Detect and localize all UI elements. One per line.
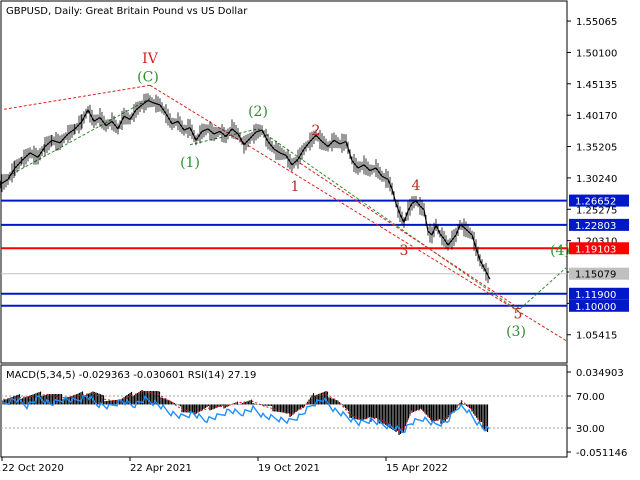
trend-line-lower-red — [149, 84, 567, 341]
level-label-box — [569, 242, 629, 255]
wave-label: (4) — [550, 243, 570, 259]
wave-label: 1 — [291, 179, 300, 195]
wave-label: 2 — [312, 123, 321, 139]
level-label-box — [569, 267, 629, 280]
level-label: 1.19103 — [575, 244, 616, 255]
x-tick-label: 15 Apr 2022 — [386, 463, 448, 474]
y-tick-label: 1.35205 — [576, 143, 617, 154]
level-label-box — [569, 194, 629, 207]
trend-line-green-b — [189, 128, 259, 146]
x-axis: 22 Oct 2020 22 Apr 2021 19 Oct 2021 15 Apr … — [1, 457, 448, 474]
y-tick-label: 1.25275 — [576, 205, 617, 216]
trend-lines — [3, 84, 567, 341]
y-tick-label: 1.30240 — [576, 174, 617, 185]
trend-line-green-a — [7, 98, 151, 177]
y-tick-label: 1.20310 — [576, 237, 617, 248]
macd-signal-line — [2, 390, 489, 432]
y-tick-label: 1.05415 — [576, 331, 617, 342]
level-label: 1.26652 — [575, 197, 616, 208]
indicator-series — [1, 390, 567, 436]
chart-title: GBPUSD, Daily: Great Britain Pound vs US… — [6, 6, 248, 17]
y-tick-label: 1.50100 — [576, 48, 617, 59]
level-label-box — [569, 287, 629, 300]
indicator-tick-label: 70.00 — [576, 392, 605, 403]
rsi-line — [2, 394, 490, 434]
wave-label: 3 — [400, 243, 409, 259]
wave-label: (2) — [248, 104, 268, 120]
indicator-tick-label: 30.00 — [576, 424, 605, 435]
indicator-title: MACD(5,34,5) -0.029363 -0.030601 RSI(14)… — [6, 370, 256, 381]
wave-label: (C) — [137, 69, 159, 85]
horizontal-levels: 1.26652 1.22803 1.19103 1.15079 1.119001.100… — [1, 194, 629, 313]
y-tick-label: 1.55065 — [576, 17, 617, 28]
level-label-box — [569, 299, 629, 312]
level-label: 1.15079 — [575, 270, 616, 281]
y-tick-label: 1.45135 — [576, 80, 617, 91]
price-series — [0, 93, 491, 284]
y-tick-label: 1.40170 — [576, 111, 617, 122]
indicator-axis: 0.034903 70.00 30.00 -0.051146 — [567, 368, 627, 459]
wave-label: (3) — [506, 324, 526, 340]
level-label: 1.11900 — [575, 290, 616, 301]
level-label: 1.22803 — [575, 221, 616, 232]
indicator-tick-label: 0.034903 — [576, 368, 624, 379]
wave-label: IV — [142, 51, 159, 67]
level-label: 1.10000 — [575, 302, 616, 313]
indicator-tick-label: -0.051146 — [576, 448, 627, 459]
price-panel — [0, 0, 568, 364]
x-tick-label: 22 Oct 2020 — [2, 463, 64, 474]
x-tick-label: 19 Oct 2021 — [258, 463, 320, 474]
wave-labels: IV (C) (1) (2) 1 2 3 4 5 (3) (4) — [137, 51, 570, 340]
x-tick-label: 22 Apr 2021 — [130, 463, 192, 474]
trend-line-green-c — [257, 128, 521, 313]
wave-label: (1) — [180, 155, 200, 171]
trend-line-green-d — [519, 267, 567, 310]
wave-label: 5 — [514, 306, 523, 322]
wave-label: 4 — [412, 178, 421, 194]
level-label-box — [569, 218, 629, 231]
